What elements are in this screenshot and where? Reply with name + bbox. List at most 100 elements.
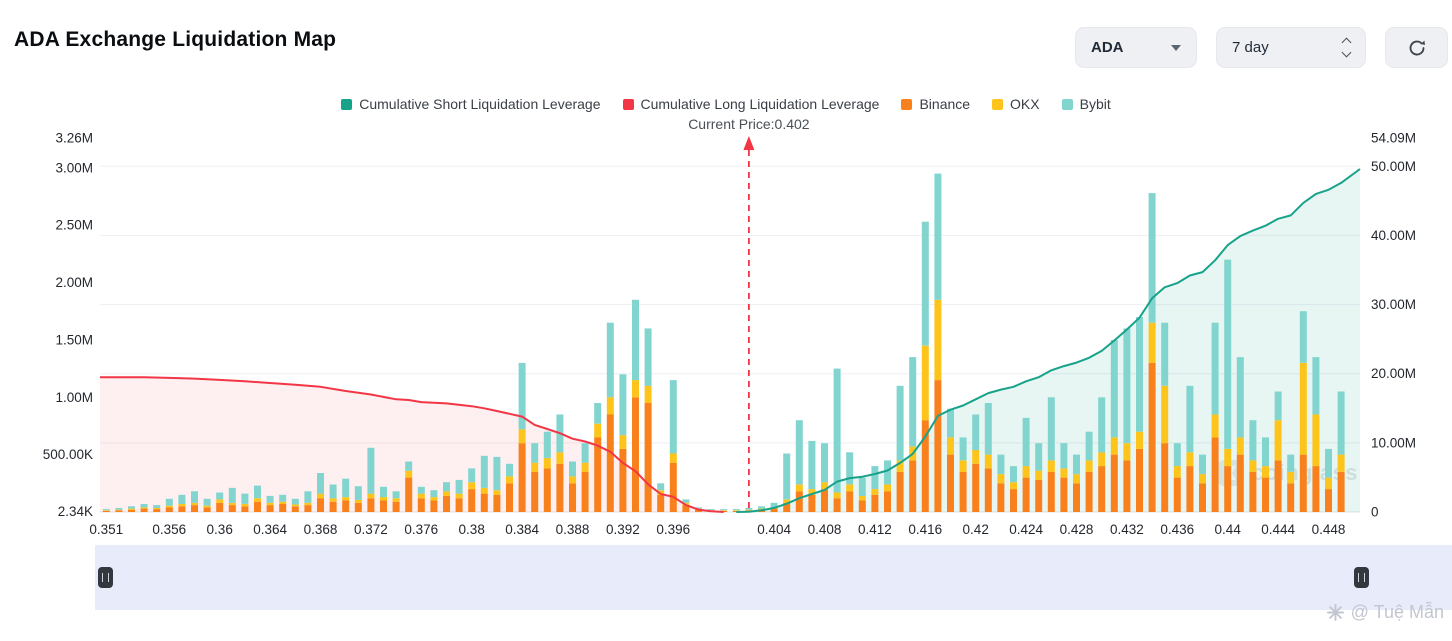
bar-bybit: [947, 408, 954, 438]
bar-okx: [833, 492, 841, 499]
left-axis-label: 500.00K: [43, 447, 93, 462]
x-axis-label: 0.416: [908, 522, 942, 537]
legend-item-bybit[interactable]: Bybit: [1061, 96, 1111, 112]
bar-okx: [518, 429, 526, 444]
bar-bybit: [317, 473, 324, 494]
bar-binance: [921, 420, 929, 512]
current-price-label: Current Price:0.402: [688, 116, 810, 132]
bar-okx: [531, 462, 539, 472]
bar-bybit: [1262, 437, 1269, 467]
bar-okx: [153, 508, 161, 510]
refresh-button[interactable]: [1385, 27, 1448, 68]
bar-binance: [1287, 483, 1295, 512]
x-axis-label: 0.372: [354, 522, 388, 537]
bar-bybit: [833, 368, 841, 493]
bar-binance: [1262, 477, 1269, 512]
bar-binance: [518, 443, 526, 512]
bar-bybit: [1047, 397, 1055, 461]
legend-label: Bybit: [1079, 96, 1111, 112]
bar-binance: [304, 505, 312, 512]
bar-okx: [191, 502, 198, 506]
scrollbar-left-handle[interactable]: [98, 567, 113, 588]
bar-okx: [480, 487, 488, 494]
bar-bybit: [1085, 431, 1093, 461]
x-axis-label: 0.408: [808, 522, 842, 537]
bar-binance: [128, 509, 135, 512]
chart-scrollbar[interactable]: [95, 545, 1452, 610]
x-axis-label: 0.404: [757, 522, 791, 537]
bar-binance: [1110, 454, 1118, 512]
bar-okx: [1148, 322, 1156, 363]
x-axis-label: 0.356: [152, 522, 186, 537]
x-axis-label: 0.36: [207, 522, 233, 537]
bar-okx: [254, 498, 261, 502]
bar-binance: [695, 509, 702, 512]
bar-okx: [783, 499, 791, 503]
bar-bybit: [1249, 420, 1257, 461]
bar-binance: [102, 510, 110, 512]
bar-bybit: [707, 509, 715, 511]
bar-bybit: [871, 466, 879, 489]
bar-bybit: [619, 374, 627, 436]
bar-bybit: [594, 403, 602, 424]
bar-binance: [1073, 483, 1080, 512]
bar-bybit: [140, 504, 148, 508]
bar-binance: [1085, 471, 1093, 512]
bar-bybit: [770, 502, 778, 508]
coin-select[interactable]: ADA: [1075, 27, 1197, 68]
bar-okx: [1274, 420, 1282, 461]
bar-binance: [506, 483, 513, 512]
legend-item-okx[interactable]: OKX: [992, 96, 1040, 112]
bar-okx: [846, 484, 854, 492]
bar-bybit: [758, 506, 765, 509]
bar-okx: [1249, 460, 1257, 472]
bar-bybit: [518, 362, 526, 430]
bar-binance: [556, 463, 564, 512]
legend-item-binance[interactable]: Binance: [901, 96, 970, 112]
bar-binance: [581, 471, 589, 512]
bar-binance: [770, 508, 778, 512]
bar-okx: [493, 490, 501, 495]
timeframe-value: 7 day: [1232, 39, 1269, 56]
bar-bybit: [543, 431, 551, 459]
bar-binance: [1173, 477, 1181, 512]
bar-binance: [468, 489, 476, 512]
bar-okx: [1186, 452, 1194, 467]
legend-item-cumulative-short[interactable]: Cumulative Short Liquidation Leverage: [341, 96, 601, 112]
bar-bybit: [1098, 397, 1106, 453]
legend-item-cumulative-long[interactable]: Cumulative Long Liquidation Leverage: [622, 96, 880, 112]
bar-binance: [115, 510, 123, 512]
bar-okx: [1136, 431, 1143, 449]
legend-label: Cumulative Long Liquidation Leverage: [640, 96, 880, 112]
bar-bybit: [1110, 339, 1118, 438]
bar-okx: [669, 453, 677, 463]
bar-binance: [1199, 483, 1206, 512]
bar-binance: [682, 505, 690, 512]
bar-bybit: [241, 493, 249, 504]
bar-binance: [632, 397, 639, 512]
bar-binance: [871, 494, 879, 512]
bar-okx: [228, 502, 236, 506]
scrollbar-right-handle[interactable]: [1354, 567, 1369, 588]
bar-okx: [795, 484, 803, 492]
bar-bybit: [984, 403, 992, 455]
bar-binance: [1136, 448, 1143, 512]
bar-okx: [178, 504, 186, 507]
x-axis-label: 0.38: [459, 522, 485, 537]
bar-bybit: [1211, 322, 1219, 415]
bar-okx: [380, 497, 387, 501]
chart-legend: Cumulative Short Liquidation Leverage Cu…: [0, 96, 1452, 112]
bar-binance: [191, 505, 198, 512]
timeframe-select[interactable]: 7 day: [1216, 27, 1366, 68]
x-axis-label: 0.428: [1060, 522, 1094, 537]
left-axis-label: 1.50M: [55, 332, 93, 347]
legend-label: Binance: [919, 96, 971, 112]
bar-okx: [745, 509, 753, 511]
bar-okx: [1224, 448, 1232, 467]
bar-bybit: [191, 491, 198, 503]
bar-bybit: [846, 452, 854, 485]
bar-okx: [1199, 474, 1206, 484]
bar-okx: [266, 502, 274, 506]
bar-okx: [569, 476, 576, 484]
